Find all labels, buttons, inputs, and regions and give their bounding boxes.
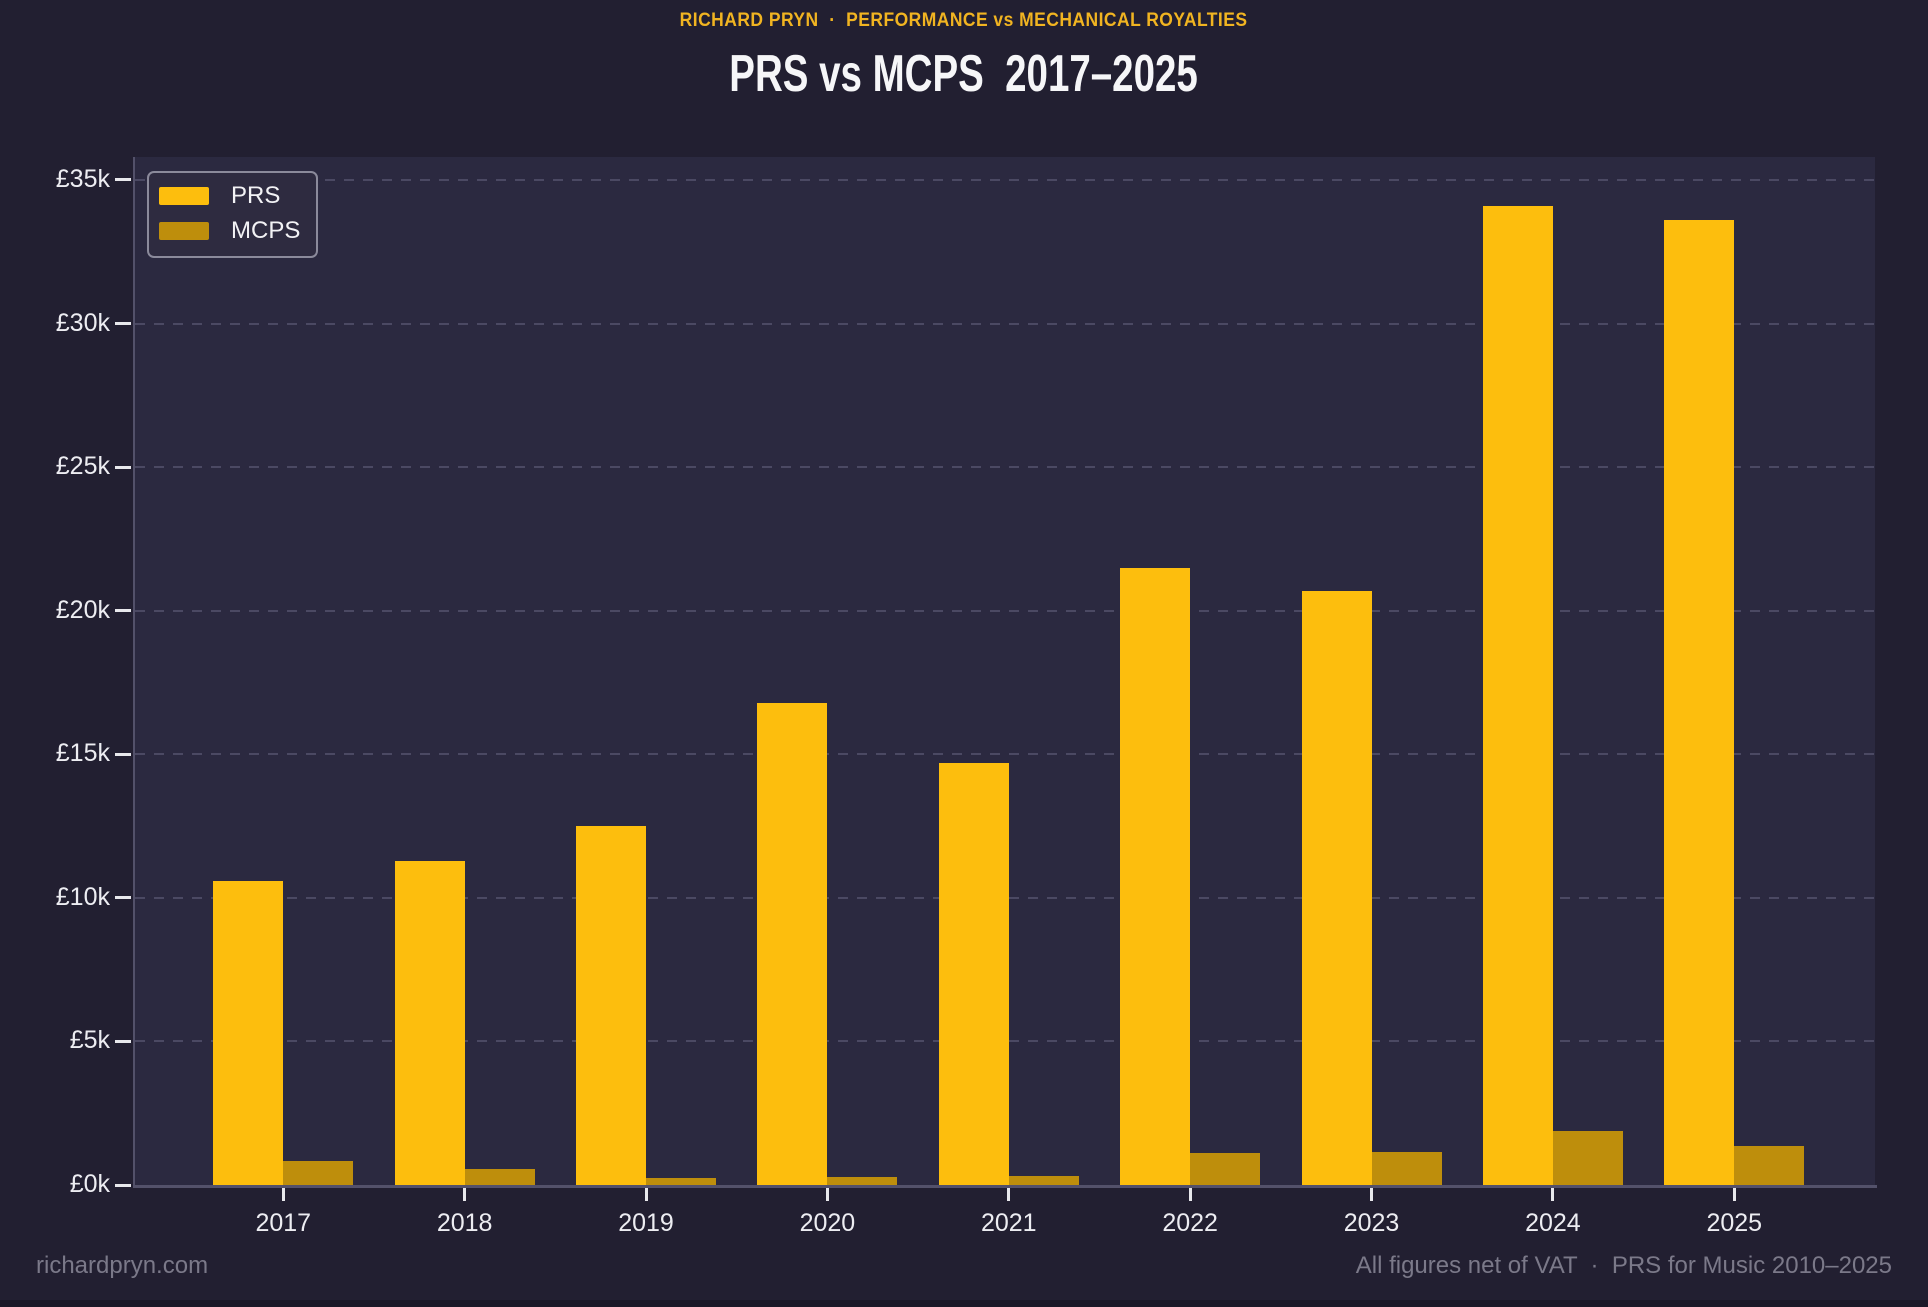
x-axis-tick-2017 xyxy=(281,1188,285,1201)
bar-mcps-2017 xyxy=(283,1161,354,1185)
y-axis-tick-£5k xyxy=(115,1039,131,1043)
legend: PRS MCPS xyxy=(147,171,319,258)
x-axis-label-2021: 2021 xyxy=(980,1209,1037,1237)
bar-prs-2022 xyxy=(1120,568,1191,1185)
y-axis-tick-£15k xyxy=(115,752,131,756)
bar-mcps-2024 xyxy=(1552,1131,1623,1185)
y-axis-label-£15k: £15k xyxy=(55,739,110,768)
gridline-£25k xyxy=(135,466,1875,469)
bar-prs-2019 xyxy=(576,826,646,1185)
page-title: PRS vs MCPS 2017–2025 xyxy=(0,44,1928,104)
y-axis-label-£25k: £25k xyxy=(55,452,110,481)
bar-prs-2023 xyxy=(1301,591,1372,1185)
y-axis-label-£5k: £5k xyxy=(69,1026,110,1055)
x-axis-label-2020: 2020 xyxy=(799,1209,856,1237)
x-axis-tick-2021 xyxy=(1007,1188,1011,1201)
gridline-£35k xyxy=(135,178,1875,181)
bar-mcps-2018 xyxy=(464,1169,535,1185)
brand-line: RICHARD PRYN · PERFORMANCE vs MECHANICAL… xyxy=(0,10,1928,32)
gridline-£30k xyxy=(135,322,1875,325)
bar-mcps-2025 xyxy=(1734,1146,1805,1185)
y-axis-label-£20k: £20k xyxy=(55,595,110,624)
legend-label-prs: PRS xyxy=(231,182,281,209)
x-axis-label-2023: 2023 xyxy=(1343,1209,1400,1237)
bar-prs-2024 xyxy=(1482,206,1553,1185)
x-axis-label-2024: 2024 xyxy=(1525,1209,1581,1237)
bar-mcps-2019 xyxy=(646,1178,716,1185)
y-axis-tick-£30k xyxy=(115,322,131,326)
y-axis-label-£10k: £10k xyxy=(55,882,110,911)
y-axis-tick-£35k xyxy=(115,178,131,182)
bottom-edge-strip xyxy=(0,1300,1928,1307)
footer-site-url: richardpryn.com xyxy=(36,1252,209,1279)
x-axis-label-2018: 2018 xyxy=(436,1209,493,1237)
y-axis-tick-£25k xyxy=(115,465,131,469)
bar-prs-2021 xyxy=(938,763,1009,1185)
y-axis-label-£0k: £0k xyxy=(69,1170,110,1198)
x-axis-label-2017: 2017 xyxy=(255,1209,312,1237)
x-axis-tick-2018 xyxy=(463,1188,467,1201)
bar-prs-2018 xyxy=(394,861,465,1185)
x-axis-label-2019: 2019 xyxy=(618,1209,674,1237)
brand-text: RICHARD PRYN · PERFORMANCE vs MECHANICAL… xyxy=(680,10,1248,31)
x-axis-tick-2024 xyxy=(1551,1188,1555,1201)
y-axis-tick-£0k xyxy=(115,1183,131,1187)
legend-item-mcps: MCPS xyxy=(159,218,300,244)
legend-label-mcps: MCPS xyxy=(231,217,301,244)
y-axis-label-£35k: £35k xyxy=(55,164,110,193)
legend-item-prs: PRS xyxy=(159,183,300,209)
bar-prs-2020 xyxy=(757,703,828,1185)
bar-prs-2017 xyxy=(213,881,284,1185)
legend-swatch-mcps xyxy=(159,222,209,240)
page-title-text: PRS vs MCPS 2017–2025 xyxy=(729,45,1199,103)
y-axis-label-£30k: £30k xyxy=(55,308,110,337)
y-axis-tick-£20k xyxy=(115,609,131,613)
y-axis-tick-£10k xyxy=(115,896,131,900)
bar-mcps-2023 xyxy=(1371,1152,1442,1185)
bar-mcps-2021 xyxy=(1008,1176,1079,1185)
x-axis-tick-2022 xyxy=(1188,1188,1192,1201)
x-axis-tick-2025 xyxy=(1732,1188,1736,1201)
footer-source-note: All figures net of VAT · PRS for Music 2… xyxy=(1355,1252,1892,1279)
bar-prs-2025 xyxy=(1664,220,1735,1185)
x-axis-tick-2023 xyxy=(1370,1188,1373,1201)
bar-mcps-2020 xyxy=(827,1177,898,1185)
x-axis-line xyxy=(133,1185,1877,1188)
x-axis-label-2022: 2022 xyxy=(1162,1209,1218,1237)
x-axis-tick-2019 xyxy=(644,1188,648,1201)
gridline-£20k xyxy=(135,609,1875,612)
bar-mcps-2022 xyxy=(1190,1153,1261,1185)
plot-area: £0k £5k £10k £15k £20k £25k £30k £35k 2017 2018 20… xyxy=(56,157,1877,1237)
legend-swatch-prs xyxy=(159,187,209,205)
x-axis-tick-2020 xyxy=(825,1188,829,1201)
x-axis-label-2025: 2025 xyxy=(1706,1209,1763,1237)
gridline-£15k xyxy=(135,753,1875,756)
